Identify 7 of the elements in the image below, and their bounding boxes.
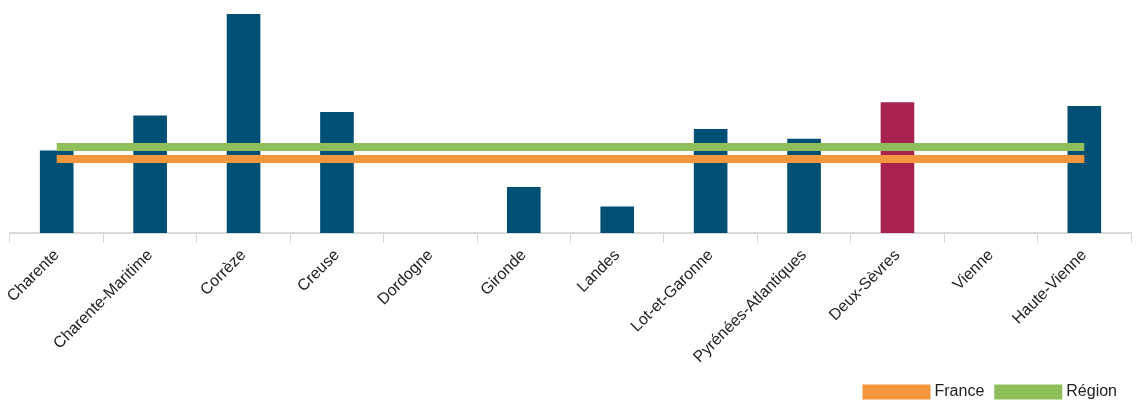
bar bbox=[226, 14, 261, 233]
legend-label: France bbox=[934, 382, 985, 400]
bar bbox=[506, 186, 541, 233]
bar bbox=[39, 150, 74, 233]
legend-label: Région bbox=[1066, 382, 1117, 400]
bar bbox=[600, 206, 635, 233]
bar bbox=[1067, 105, 1102, 233]
